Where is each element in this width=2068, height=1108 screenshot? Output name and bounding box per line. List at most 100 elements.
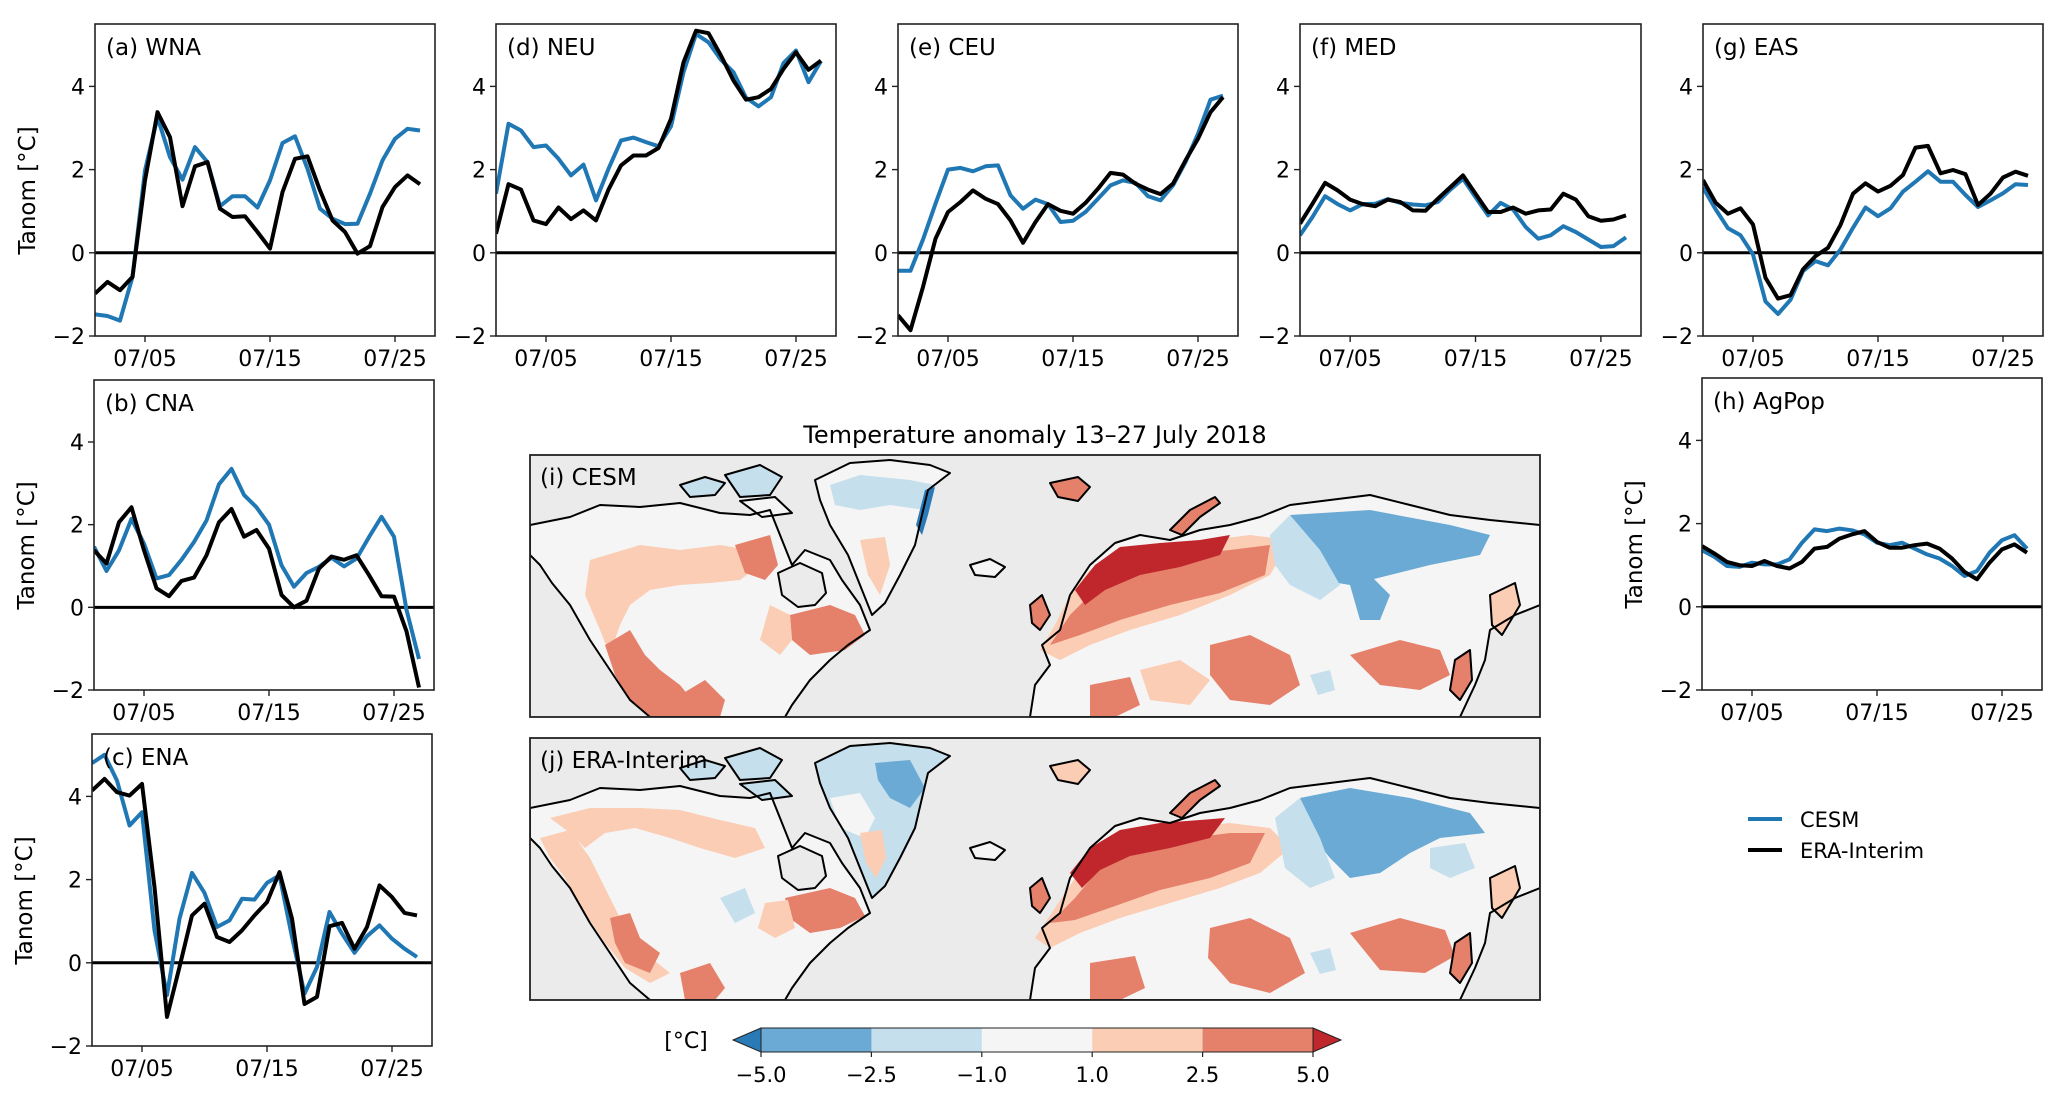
anomaly-region [1090, 956, 1145, 1000]
x-tick-label: 07/15 [1444, 347, 1507, 372]
series-line-era-interim [1703, 143, 2029, 301]
y-tick-label: 2 [472, 159, 486, 184]
x-tick-label: 07/25 [1166, 347, 1229, 372]
coastline [739, 496, 793, 518]
panel-h: −2 0 2 4 07/05 07/15 07/25 (h) AgPop Tanom [°C] [1622, 377, 2043, 726]
y-tick-label: 0 [874, 242, 888, 267]
anomaly-region [860, 537, 890, 595]
axes-frame [1299, 23, 1642, 337]
coastline [724, 747, 783, 781]
anomaly-region [1430, 843, 1475, 878]
anomaly-region [1050, 545, 1270, 645]
colorbar-tick-label: −5.0 [736, 1063, 787, 1087]
y-axis-label: Tanom [°C] [1622, 480, 1648, 609]
axes-frame [1701, 377, 2043, 691]
anomaly-region [1350, 640, 1450, 690]
colorbar-frame [760, 1027, 1314, 1053]
y-tick-label: 4 [1678, 429, 1692, 454]
colorbar-segment [981, 1028, 1093, 1052]
coastline [679, 759, 726, 781]
anomaly-region [1270, 515, 1340, 600]
coastline [1489, 582, 1521, 636]
y-tick-label: −2 [52, 679, 84, 704]
y-axis-label: Tanom [°C] [14, 481, 40, 610]
anomaly-region [1090, 677, 1140, 717]
anomaly-region [1050, 760, 1090, 784]
map-panel-era-interim: (j) ERA-Interim [529, 737, 1541, 1001]
panel-title: (e) CEU [909, 35, 996, 61]
legend-label-cesm: CESM [1800, 808, 1859, 832]
axes-frame [897, 23, 1239, 337]
anomaly-region [1208, 918, 1305, 993]
anomaly-region [830, 475, 935, 510]
anomaly-region [970, 842, 1005, 860]
anomaly-region [1490, 583, 1520, 635]
x-tick-label: 07/05 [1318, 347, 1381, 372]
anomaly-region [725, 748, 782, 780]
series-line-cesm [92, 752, 419, 998]
x-tick-label: 07/05 [112, 701, 175, 726]
panel-title: (g) EAS [1714, 35, 1799, 61]
map-frame [529, 454, 1541, 718]
axes-frame [91, 733, 433, 1047]
coastline [1169, 779, 1221, 819]
panel-f: −2 0 2 4 07/05 07/15 07/25 (f) MED [1258, 23, 1642, 372]
coastline [814, 459, 951, 616]
colorbar-segment [871, 1028, 983, 1052]
anomaly-region [550, 808, 765, 858]
colorbar-segment [1092, 1028, 1204, 1052]
anomaly-region [1490, 866, 1520, 918]
y-tick-label: 4 [70, 431, 84, 456]
anomaly-region [1210, 635, 1300, 705]
line-panels: −2 0 2 4 07/05 07/15 07/25 (a) WNA Tanom [°C] −2 0… [12, 23, 2044, 1082]
map-panel-cesm: (i) CESM [529, 454, 1541, 718]
series-line-era-interim [1300, 173, 1627, 225]
x-tick-label: 07/25 [764, 347, 827, 372]
y-tick-label: 4 [472, 75, 486, 100]
x-tick-label: 07/15 [1845, 701, 1908, 726]
x-tick-label: 07/15 [1846, 347, 1909, 372]
panel-title: (f) MED [1311, 35, 1396, 61]
anomaly-region [1170, 497, 1220, 535]
y-tick-label: 2 [68, 869, 82, 894]
colorbar: [°C] −5.0 −2.5 −1.0 1.0 2.5 5.0 [664, 1027, 1343, 1087]
coastline [1049, 476, 1091, 502]
x-tick-label: 07/15 [238, 347, 301, 372]
panel-title: (h) AgPop [1713, 389, 1825, 415]
series-line-era-interim [94, 505, 421, 688]
coastline [530, 785, 871, 1000]
anomaly-region [1300, 788, 1485, 878]
series-line-cesm [1703, 169, 2029, 316]
anomaly-region [1075, 535, 1230, 605]
y-tick-label: −2 [1258, 325, 1290, 350]
anomaly-region [735, 535, 778, 580]
colorbar-label: [°C] [664, 1029, 708, 1054]
coastline [679, 476, 726, 498]
anomaly-region [860, 830, 886, 878]
coastline [724, 464, 783, 498]
y-axis-label: Tanom [°C] [12, 836, 38, 965]
axes-frame [93, 379, 435, 691]
coastline [1449, 649, 1473, 701]
y-tick-label: 4 [874, 75, 888, 100]
panel-g: −2 0 2 4 07/05 07/15 07/25 (g) EAS [1661, 23, 2044, 372]
anomaly-region [605, 630, 700, 717]
anomaly-region [1170, 780, 1220, 818]
coastline [1169, 496, 1221, 536]
coastline [814, 742, 951, 899]
y-tick-label: −2 [1661, 325, 1693, 350]
y-tick-label: 2 [1276, 159, 1290, 184]
panel-a: −2 0 2 4 07/05 07/15 07/25 (a) WNA Tanom [°C] [15, 23, 436, 372]
y-tick-label: 0 [472, 242, 486, 267]
series-line-era-interim [898, 95, 1225, 333]
map-frame [529, 737, 1541, 1001]
anomaly-region [680, 963, 725, 1000]
y-axis-label: Tanom [°C] [15, 126, 41, 255]
x-tick-label: 07/25 [1970, 701, 2033, 726]
panel-d: −2 0 2 4 07/05 07/15 07/25 (d) NEU [454, 23, 837, 372]
series-line-era-interim [92, 776, 418, 1019]
anomaly-region [585, 545, 760, 655]
colorbar-under-triangle [731, 1027, 762, 1053]
y-tick-label: 0 [1679, 242, 1693, 267]
